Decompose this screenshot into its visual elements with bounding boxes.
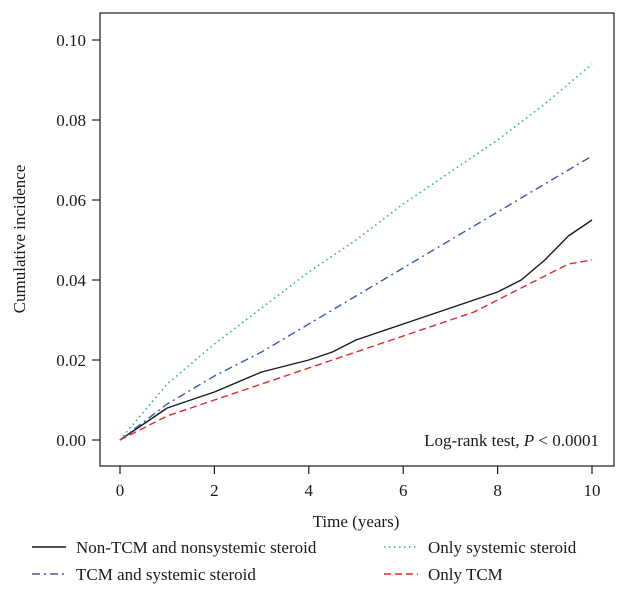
series-line bbox=[119, 155, 593, 441]
annotation-suffix: < 0.0001 bbox=[534, 431, 599, 450]
logrank-annotation: Log-rank test, P < 0.0001 bbox=[424, 431, 599, 450]
annotation-p-symbol: P bbox=[523, 431, 534, 450]
x-tick-label: 6 bbox=[399, 481, 408, 500]
legend-label: Only systemic steroid bbox=[428, 538, 577, 557]
y-axis-label: Cumulative incidence bbox=[10, 165, 29, 314]
y-tick-label: 0.00 bbox=[56, 431, 86, 450]
y-axis: 0.00 0.02 0.04 0.06 0.08 0.10 bbox=[56, 31, 100, 450]
x-axis: 0 2 4 6 8 10 bbox=[116, 466, 601, 500]
y-tick-label: 0.04 bbox=[56, 271, 86, 290]
x-axis-label: Time (years) bbox=[313, 512, 400, 531]
x-tick-label: 10 bbox=[584, 481, 601, 500]
x-tick-label: 2 bbox=[210, 481, 219, 500]
annotation-prefix: Log-rank test, bbox=[424, 431, 524, 450]
legend-label: Only TCM bbox=[428, 565, 503, 584]
series-line bbox=[119, 259, 593, 441]
y-tick-label: 0.02 bbox=[56, 351, 86, 370]
x-tick-label: 4 bbox=[305, 481, 314, 500]
legend: Non-TCM and nonsystemic steroid Only syst… bbox=[32, 538, 577, 584]
x-tick-label: 8 bbox=[493, 481, 502, 500]
plot-frame bbox=[99, 12, 615, 467]
legend-label: TCM and systemic steroid bbox=[76, 565, 256, 584]
series-layer bbox=[119, 63, 593, 441]
series-line bbox=[119, 219, 593, 441]
legend-label: Non-TCM and nonsystemic steroid bbox=[76, 538, 317, 557]
x-tick-label: 0 bbox=[116, 481, 125, 500]
y-tick-label: 0.10 bbox=[56, 31, 86, 50]
y-tick-label: 0.08 bbox=[56, 111, 86, 130]
y-tick-label: 0.06 bbox=[56, 191, 86, 210]
series-line bbox=[119, 63, 593, 441]
